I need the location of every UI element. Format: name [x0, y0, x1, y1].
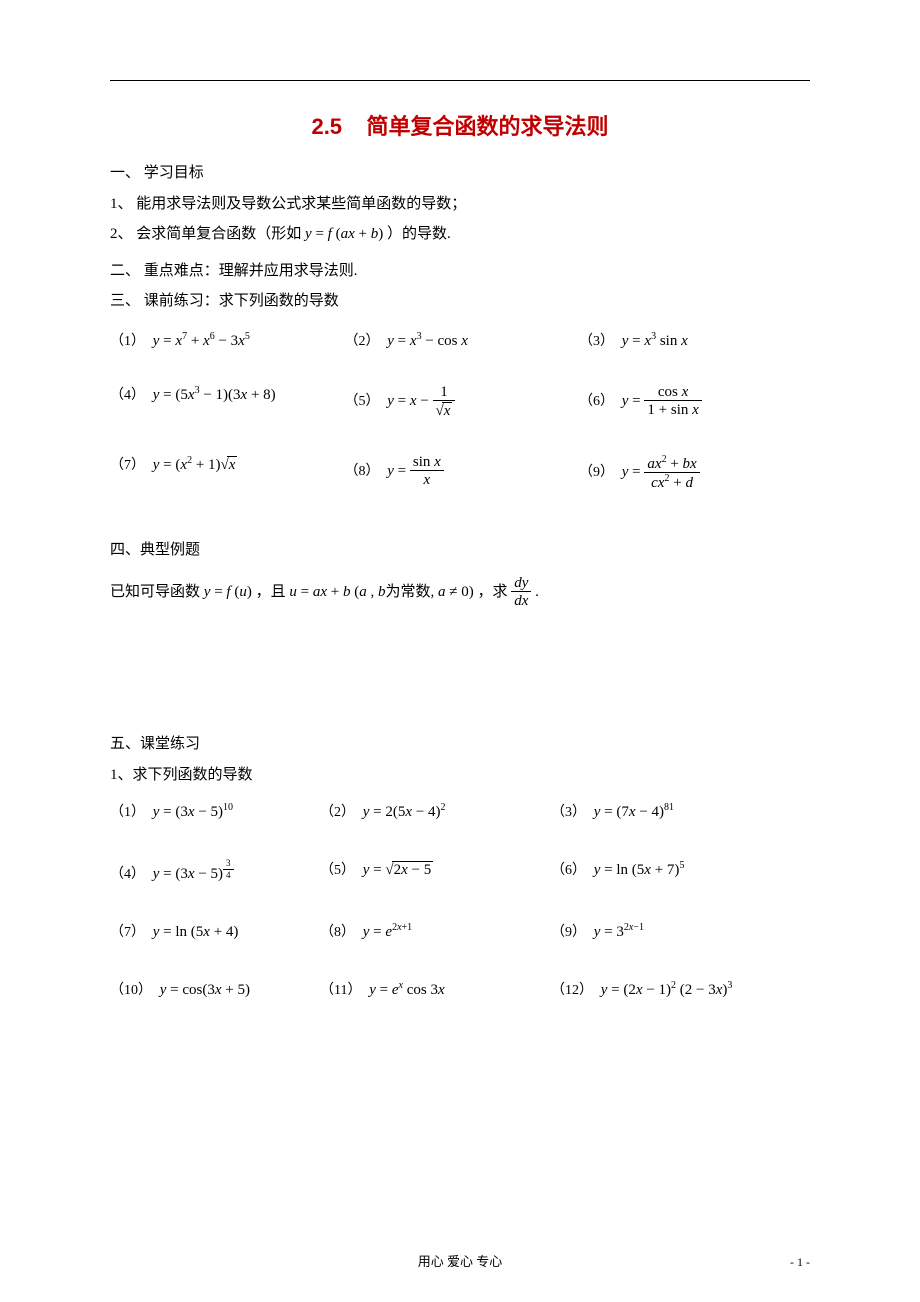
ex-mid1: ，且	[256, 584, 290, 600]
class-p1: （1） y = (3x − 5)10	[110, 801, 320, 821]
s1-item2-post: ）的导数.	[387, 226, 451, 242]
class-p8: （8） y = e2x+1	[320, 921, 551, 941]
title-spacer	[348, 114, 360, 139]
label: （1）	[110, 805, 145, 820]
class-row-4: （10） y = cos(3x + 5) （11） y = ex cos 3x …	[110, 979, 810, 999]
warmup-p2: （2） y = x3 − cos x	[345, 330, 576, 350]
warmup-row-1: （1） y = x7 + x6 − 3x5 （2） y = x3 − cos x…	[110, 330, 810, 350]
math: y = ln (5x + 7)5	[594, 862, 685, 878]
label: （7）	[110, 458, 145, 473]
class-p7: （7） y = ln (5x + 4)	[110, 921, 320, 941]
warmup-p1: （1） y = x7 + x6 − 3x5	[110, 330, 341, 350]
warmup-p3: （3） y = x3 sin x	[579, 330, 810, 350]
label: （12）	[551, 983, 593, 998]
warmup-p5: （5） y = x − 1√x	[345, 384, 576, 420]
ex-math3: dydx	[511, 584, 531, 600]
math: y = x − 1√x	[387, 393, 455, 409]
warmup-p9: （9） y = ax2 + bxcx2 + d	[579, 454, 810, 493]
math: y = x3 sin x	[622, 333, 688, 349]
warmup-p4: （4） y = (5x3 − 1)(3x + 8)	[110, 384, 341, 420]
class-p12: （12） y = (2x − 1)2 (2 − 3x)3	[551, 979, 810, 999]
math: y = (5x3 − 1)(3x + 8)	[153, 387, 276, 403]
label: （2）	[320, 805, 355, 820]
class-row-1: （1） y = (3x − 5)10 （2） y = 2(5x − 4)2 （3…	[110, 801, 810, 821]
section-4-heading: 四、典型例题	[110, 536, 810, 565]
label: （5）	[345, 394, 380, 409]
label: （3）	[579, 334, 614, 349]
class-row-3: （7） y = ln (5x + 4) （8） y = e2x+1 （9） y …	[110, 921, 810, 941]
section-5-heading: 五、课堂练习	[110, 730, 810, 759]
s1-item2-math: y = f (ax + b)	[305, 226, 383, 242]
class-p11: （11） y = ex cos 3x	[320, 979, 551, 999]
label: （4）	[110, 388, 145, 403]
math: y = (x2 + 1)√x	[153, 457, 238, 473]
class-p6: （6） y = ln (5x + 7)5	[551, 859, 810, 883]
footer-motto: 用心 爱心 专心	[0, 1251, 920, 1270]
label: （9）	[579, 465, 614, 480]
label: （7）	[110, 925, 145, 940]
ex-pre: 已知可导函数	[110, 584, 204, 600]
label: （4）	[110, 867, 145, 882]
warmup-row-3: （7） y = (x2 + 1)√x （8） y = sin xx （9） y …	[110, 454, 810, 493]
warmup-p7: （7） y = (x2 + 1)√x	[110, 454, 341, 493]
page: 2.5 简单复合函数的求导法则 一、 学习目标 1、 能用求导法则及导数公式求某…	[0, 0, 920, 1302]
ex-mid2: ，求	[477, 584, 511, 600]
label: （3）	[551, 805, 586, 820]
math: y = (3x − 5)10	[153, 804, 233, 820]
title-text: 简单复合函数的求导法则	[367, 114, 609, 139]
label: （6）	[551, 863, 586, 878]
section-3-heading: 三、 课前练习：求下列函数的导数	[110, 287, 810, 316]
label: （1）	[110, 334, 145, 349]
math: y = √2x − 5	[363, 862, 434, 878]
warmup-row-2: （4） y = (5x3 − 1)(3x + 8) （5） y = x − 1√…	[110, 384, 810, 420]
math: y = ax2 + bxcx2 + d	[622, 464, 700, 480]
math: y = cos(3x + 5)	[160, 982, 250, 998]
label: （8）	[345, 464, 380, 479]
label: （2）	[345, 334, 380, 349]
math: y = cos x1 + sin x	[622, 393, 702, 409]
section-1-item1: 1、 能用求导法则及导数公式求某些简单函数的导数；	[110, 190, 810, 219]
label: （9）	[551, 925, 586, 940]
math: y = x3 − cos x	[387, 333, 468, 349]
math: y = (3x − 5)34	[153, 866, 234, 882]
section-1-heading: 一、 学习目标	[110, 159, 810, 188]
math: y = x7 + x6 − 3x5	[153, 333, 250, 349]
class-p9: （9） y = 32x−1	[551, 921, 810, 941]
section-1-item2: 2、 会求简单复合函数（形如 y = f (ax + b) ）的导数.	[110, 220, 810, 249]
math: y = (2x − 1)2 (2 − 3x)3	[601, 982, 733, 998]
s1-item2-pre: 2、 会求简单复合函数（形如	[110, 226, 305, 242]
ex-math1: y = f (u)	[204, 584, 252, 600]
label: （5）	[320, 863, 355, 878]
label: （11）	[320, 983, 361, 998]
title-number: 2.5	[311, 114, 342, 139]
label: （8）	[320, 925, 355, 940]
ex-post: .	[535, 584, 539, 600]
math: y = sin xx	[387, 463, 444, 479]
class-p2: （2） y = 2(5x − 4)2	[320, 801, 551, 821]
class-p5: （5） y = √2x − 5	[320, 859, 551, 883]
page-title: 2.5 简单复合函数的求导法则	[110, 109, 810, 141]
warmup-p6: （6） y = cos x1 + sin x	[579, 384, 810, 420]
class-p10: （10） y = cos(3x + 5)	[110, 979, 320, 999]
math: y = (7x − 4)81	[594, 804, 674, 820]
ex-math2: u = ax + b (a , b为常数, a ≠ 0)	[289, 584, 473, 600]
math: y = ex cos 3x	[369, 982, 444, 998]
math: y = e2x+1	[363, 924, 412, 940]
class-p3: （3） y = (7x − 4)81	[551, 801, 810, 821]
top-rule	[110, 80, 810, 81]
class-row-2: （4） y = (3x − 5)34 （5） y = √2x − 5 （6） y…	[110, 859, 810, 883]
example-problem: 已知可导函数 y = f (u) ，且 u = ax + b (a , b为常数…	[110, 575, 810, 611]
page-number: - 1 -	[790, 1255, 810, 1270]
section-2-heading: 二、 重点难点：理解并应用求导法则.	[110, 257, 810, 286]
math: y = ln (5x + 4)	[153, 924, 239, 940]
label: （10）	[110, 983, 152, 998]
warmup-p8: （8） y = sin xx	[345, 454, 576, 493]
math: y = 32x−1	[594, 924, 644, 940]
math: y = 2(5x − 4)2	[363, 804, 446, 820]
section-5-item1: 1、求下列函数的导数	[110, 761, 810, 790]
label: （6）	[579, 394, 614, 409]
class-p4: （4） y = (3x − 5)34	[110, 859, 320, 883]
